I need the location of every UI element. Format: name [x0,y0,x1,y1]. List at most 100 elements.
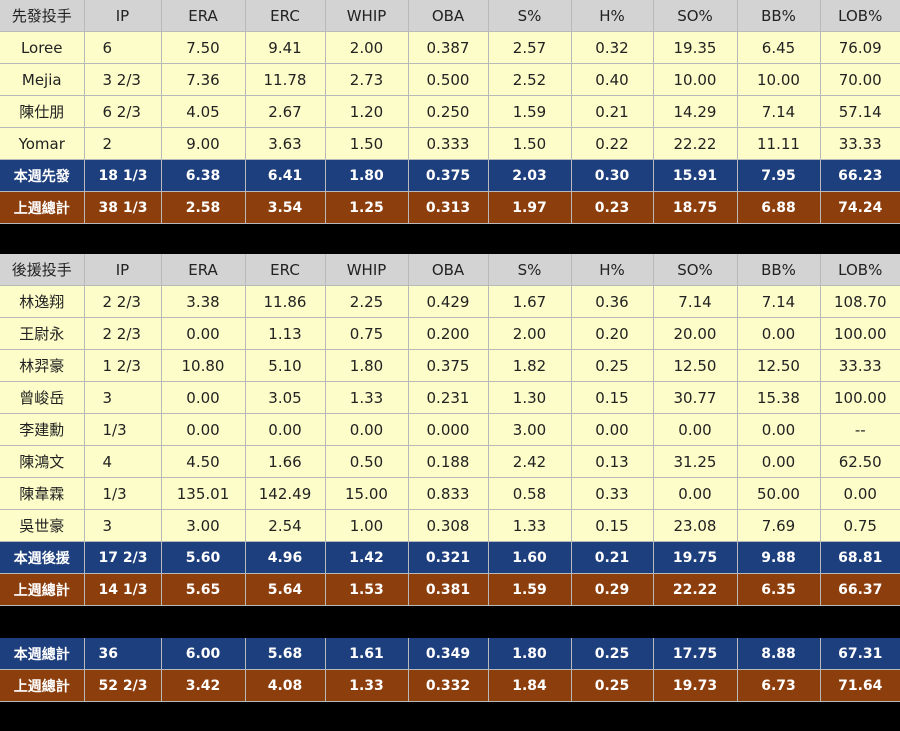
row-label: 陳仕朋 [0,95,85,128]
stat-cell: 17.75 [653,638,738,670]
stat-cell: 0.23 [571,191,654,224]
header-row: 後援投手 IP ERA ERC WHIP OBA S% H% SO% BB% LOB% [0,254,900,286]
stat-cell: 0.30 [571,159,654,192]
stat-cell: 2.03 [488,159,572,192]
pitcher-row: 林逸翔 2 2/3 3.38 11.86 2.25 0.429 1.67 0.36 7.14 7.… [0,285,900,318]
column-header: BB% [737,0,821,32]
stat-cell: 0.00 [245,413,326,446]
stat-cell: 3.05 [245,381,326,414]
stat-cell: 4.96 [245,541,326,574]
stat-cell: 100.00 [820,317,900,350]
row-label: Loree [0,31,85,64]
stat-cell: 5.65 [161,573,246,606]
stat-cell: 7.14 [737,95,821,128]
stat-cell: 1.82 [488,349,572,382]
relievers-table: 後援投手 IP ERA ERC WHIP OBA S% H% SO% BB% LOB% 林逸翔 2 2/… [0,254,900,606]
stat-cell: 6.00 [161,638,246,670]
column-header: H% [571,0,654,32]
stat-cell: 0.375 [408,349,489,382]
row-label: 林逸翔 [0,285,85,318]
section-divider [0,606,900,638]
stat-cell: 3 [84,509,162,542]
stat-cell: 7.14 [737,285,821,318]
stat-cell: 0.21 [571,541,654,574]
stat-cell: 0.00 [571,413,654,446]
stat-cell: 6.73 [737,669,821,702]
stat-cell: 71.64 [820,669,900,702]
stat-cell: 3 [84,381,162,414]
stat-cell: 6.45 [737,31,821,64]
stat-cell: 14.29 [653,95,738,128]
stat-cell: 6 [84,31,162,64]
stat-cell: 1.59 [488,573,572,606]
stat-cell: 0.00 [161,317,246,350]
stat-cell: 9.00 [161,127,246,160]
stat-cell: 2.52 [488,63,572,96]
stat-cell: 1.33 [488,509,572,542]
row-label: Yomar [0,127,85,160]
stat-cell: 0.58 [488,477,572,510]
stat-cell: 0.313 [408,191,489,224]
stat-cell: 108.70 [820,285,900,318]
stat-cell: 1.97 [488,191,572,224]
stat-cell: -- [820,413,900,446]
stat-cell: 2.58 [161,191,246,224]
stat-cell: 1.30 [488,381,572,414]
row-label: 曾峻岳 [0,381,85,414]
stat-cell: 2 [84,127,162,160]
stat-cell: 33.33 [820,349,900,382]
stat-cell: 4.05 [161,95,246,128]
stat-cell: 0.429 [408,285,489,318]
header-row: 先發投手 IP ERA ERC WHIP OBA S% H% SO% BB% LOB% [0,0,900,32]
stat-cell: 0.20 [571,317,654,350]
stat-cell: 8.88 [737,638,821,670]
stat-cell: 0.188 [408,445,489,478]
stat-cell: 0.200 [408,317,489,350]
pitcher-row: 陳鴻文 4 4.50 1.66 0.50 0.188 2.42 0.13 31.25 0.00 62… [0,445,900,478]
stat-cell: 7.14 [653,285,738,318]
stat-cell: 12.50 [737,349,821,382]
row-label: 林羿豪 [0,349,85,382]
stat-cell: 17 2/3 [84,541,162,574]
stat-cell: 11.11 [737,127,821,160]
stat-cell: 142.49 [245,477,326,510]
stat-cell: 2.67 [245,95,326,128]
stat-cell: 5.68 [245,638,326,670]
stat-cell: 1.60 [488,541,572,574]
stat-cell: 1.13 [245,317,326,350]
stat-cell: 15.00 [325,477,409,510]
stat-cell: 2.00 [325,31,409,64]
column-header: WHIP [325,254,409,286]
stat-cell: 18.75 [653,191,738,224]
stat-cell: 0.375 [408,159,489,192]
stat-cell: 18 1/3 [84,159,162,192]
stat-cell: 0.00 [737,317,821,350]
stat-cell: 2.42 [488,445,572,478]
stat-cell: 7.36 [161,63,246,96]
pitcher-row: 曾峻岳 3 0.00 3.05 1.33 0.231 1.30 0.15 30.77 15.38 1… [0,381,900,414]
pitcher-row: Yomar 2 9.00 3.63 1.50 0.333 1.50 0.22 22.22 11.1… [0,127,900,160]
stat-cell: 0.00 [325,413,409,446]
pitcher-row: 王尉永 2 2/3 0.00 1.13 0.75 0.200 2.00 0.20 20.00 0.… [0,317,900,350]
stat-cell: 30.77 [653,381,738,414]
stat-cell: 0.833 [408,477,489,510]
stat-cell: 76.09 [820,31,900,64]
stat-cell: 1.66 [245,445,326,478]
stat-cell: 1.33 [325,669,409,702]
stat-cell: 100.00 [820,381,900,414]
stat-cell: 1/3 [84,413,162,446]
column-header: SO% [653,254,738,286]
stat-cell: 0.25 [571,349,654,382]
stat-cell: 0.321 [408,541,489,574]
column-header: IP [84,0,162,32]
row-label: 本週先發 [0,159,85,192]
row-label: 上週總計 [0,669,85,702]
stat-cell: 68.81 [820,541,900,574]
pitcher-row: 李建勳 1/3 0.00 0.00 0.00 0.000 3.00 0.00 0.00 0.00-… [0,413,900,446]
stat-cell: 6 2/3 [84,95,162,128]
stat-cell: 0.36 [571,285,654,318]
stat-cell: 38 1/3 [84,191,162,224]
stat-cell: 0.308 [408,509,489,542]
pitcher-row: 林羿豪 1 2/3 10.80 5.10 1.80 0.375 1.82 0.25 12.50 1… [0,349,900,382]
